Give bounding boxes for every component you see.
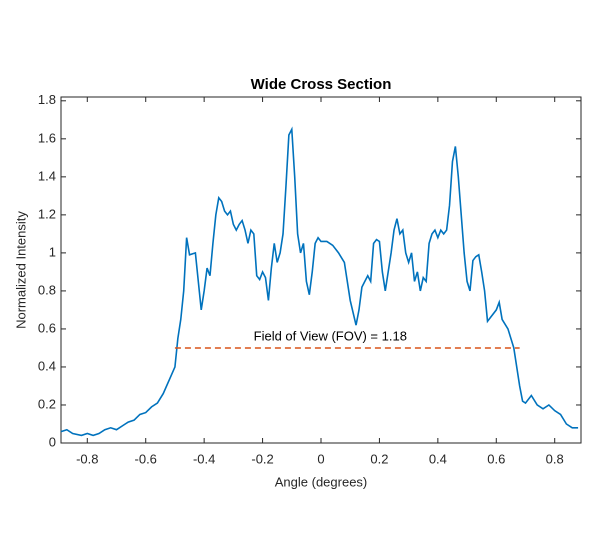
x-tick-label: 0.6 <box>487 451 505 466</box>
x-tick-label: 0.2 <box>370 451 388 466</box>
y-tick-label: 1.2 <box>38 206 56 221</box>
y-tick-label: 1.8 <box>38 92 56 107</box>
y-tick-label: 0.8 <box>38 282 56 297</box>
y-tick-label: 1.6 <box>38 130 56 145</box>
y-tick-label: 0.2 <box>38 396 56 411</box>
plot-area <box>60 96 582 444</box>
x-tick-label: -0.6 <box>135 451 157 466</box>
x-axis-label: Angle (degrees) <box>275 474 368 489</box>
x-tick-label: 0.8 <box>546 451 564 466</box>
annotation: Field of View (FOV) = 1.18 <box>254 328 407 343</box>
chart-title: Wide Cross Section <box>251 76 392 93</box>
y-tick-label: 0.4 <box>38 358 56 373</box>
x-tick-label: 0 <box>317 451 324 466</box>
y-tick-label: 0.6 <box>38 320 56 335</box>
y-tick-label: 0 <box>49 434 56 449</box>
y-tick-label: 1.4 <box>38 168 56 183</box>
y-tick-label: 1 <box>49 244 56 259</box>
y-axis-label: Normalized Intensity <box>13 211 28 329</box>
x-tick-label: -0.2 <box>251 451 273 466</box>
x-tick-label: -0.4 <box>193 451 215 466</box>
x-tick-label: -0.8 <box>76 451 98 466</box>
x-tick-label: 0.4 <box>429 451 447 466</box>
data-line <box>60 126 579 437</box>
